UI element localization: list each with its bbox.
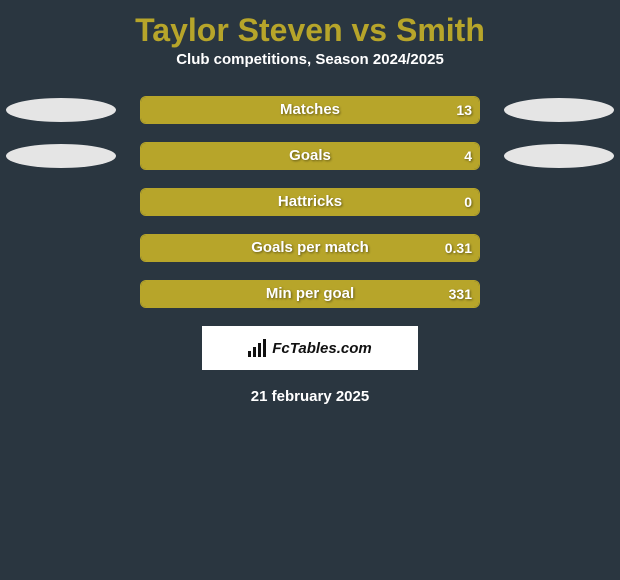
stat-row: Hattricks0 <box>0 188 620 216</box>
stat-bar-right-fill <box>141 189 479 215</box>
player-left-ellipse <box>6 98 116 122</box>
stat-row: Goals4 <box>0 142 620 170</box>
stat-right-value: 0 <box>464 188 472 216</box>
player-left-ellipse <box>6 144 116 168</box>
stat-right-value: 0.31 <box>445 234 472 262</box>
subtitle: Club competitions, Season 2024/2025 <box>0 51 620 96</box>
source-badge: FcTables.com <box>202 326 418 370</box>
stat-bar <box>140 234 480 262</box>
stat-row: Min per goal331 <box>0 280 620 308</box>
stat-row: Goals per match0.31 <box>0 234 620 262</box>
stat-bar <box>140 188 480 216</box>
stat-right-value: 331 <box>449 280 472 308</box>
player-right-ellipse <box>504 98 614 122</box>
stat-row: Matches13 <box>0 96 620 124</box>
stat-bar <box>140 96 480 124</box>
stat-bar-right-fill <box>141 143 479 169</box>
stat-right-value: 13 <box>456 96 472 124</box>
stat-right-value: 4 <box>464 142 472 170</box>
footer-date: 21 february 2025 <box>0 388 620 405</box>
stat-bar-right-fill <box>141 235 479 261</box>
bar-chart-icon <box>248 339 268 357</box>
page-title: Taylor Steven vs Smith <box>0 0 620 51</box>
stat-bar <box>140 280 480 308</box>
player-right-ellipse <box>504 144 614 168</box>
source-badge-text: FcTables.com <box>272 340 371 357</box>
comparison-rows: Matches13 Goals4 Hattricks0 Goals per match… <box>0 96 620 308</box>
stat-bar-right-fill <box>141 281 479 307</box>
stat-bar <box>140 142 480 170</box>
stat-bar-right-fill <box>141 97 479 123</box>
